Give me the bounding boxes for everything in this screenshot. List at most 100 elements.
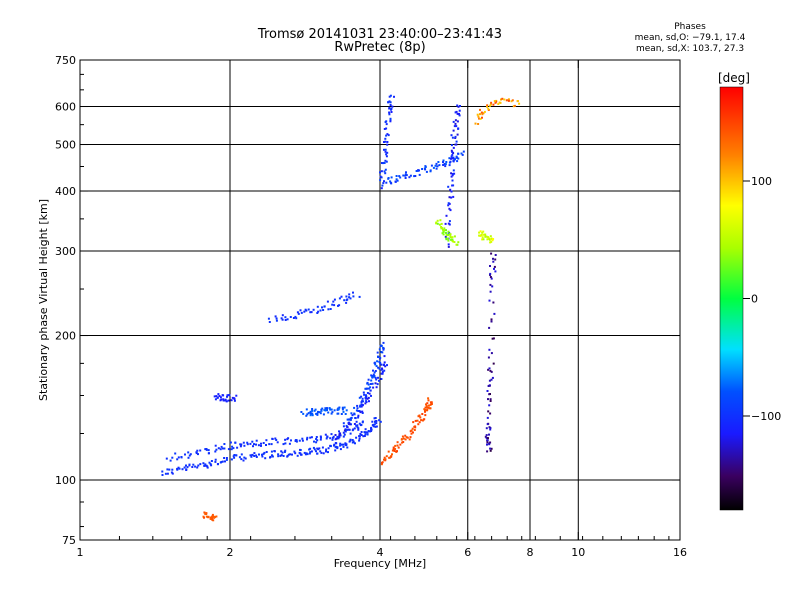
data-point: [391, 453, 393, 456]
data-point: [492, 301, 495, 304]
data-point: [355, 420, 358, 423]
data-point: [214, 516, 216, 518]
data-point: [302, 412, 305, 415]
data-point: [494, 101, 497, 104]
data-point: [390, 455, 393, 458]
data-point: [417, 423, 420, 426]
data-point: [404, 434, 407, 437]
data-point: [377, 355, 380, 358]
data-point: [373, 361, 376, 364]
data-point: [367, 383, 370, 386]
data-point: [206, 466, 209, 469]
data-point: [489, 238, 491, 241]
data-point: [385, 160, 388, 163]
data-point: [264, 457, 267, 460]
data-point: [214, 458, 217, 461]
data-point: [489, 290, 492, 293]
data-point: [363, 393, 366, 396]
y-axis-label: Stationary phase Virtual Height [km]: [37, 199, 50, 401]
data-point: [367, 396, 370, 399]
data-point: [450, 134, 453, 137]
data-point: [383, 141, 385, 143]
data-point: [296, 454, 299, 457]
data-point: [230, 448, 233, 451]
colorbar-tick-label: 0: [751, 293, 758, 306]
data-point: [425, 170, 428, 173]
data-point: [442, 161, 444, 164]
data-point: [479, 108, 481, 111]
data-point: [391, 105, 394, 108]
data-point: [334, 446, 337, 449]
data-point: [265, 451, 268, 453]
data-point: [480, 111, 483, 114]
data-point: [436, 222, 439, 225]
data-point: [489, 428, 492, 431]
data-point: [450, 155, 453, 158]
data-point: [294, 452, 297, 455]
data-point: [337, 408, 340, 411]
data-point: [382, 182, 385, 185]
data-point: [279, 454, 282, 457]
data-point: [271, 454, 273, 457]
data-point: [402, 174, 405, 177]
data-point: [451, 173, 454, 175]
data-point: [449, 160, 452, 163]
data-point: [197, 453, 199, 456]
x-tick-label: 2: [227, 546, 234, 559]
data-point: [429, 407, 432, 410]
data-point: [290, 439, 292, 442]
data-point: [317, 448, 320, 451]
data-point: [339, 442, 342, 445]
data-point: [390, 176, 393, 179]
data-point: [275, 439, 278, 441]
data-point: [340, 295, 343, 298]
data-point: [370, 379, 373, 382]
data-point: [450, 196, 453, 199]
phase-stats-o: mean, sd,O: −79.1, 17.4: [634, 33, 746, 43]
data-point: [333, 443, 336, 446]
data-point: [384, 148, 387, 151]
data-point: [482, 112, 485, 115]
data-point: [489, 447, 492, 450]
data-point: [388, 113, 391, 116]
data-point: [316, 452, 319, 455]
data-point: [358, 422, 361, 425]
data-point: [315, 438, 318, 440]
data-point: [448, 196, 451, 199]
data-point: [447, 239, 450, 242]
data-point: [376, 383, 379, 386]
data-point: [358, 439, 361, 442]
data-point: [361, 420, 364, 423]
data-point: [488, 433, 490, 436]
data-point: [481, 231, 484, 234]
data-point: [325, 450, 327, 453]
data-point: [389, 117, 392, 120]
y-tick-label: 600: [55, 101, 76, 114]
data-point: [426, 408, 429, 411]
data-point: [322, 309, 325, 311]
data-point: [456, 104, 459, 107]
data-point: [220, 461, 223, 463]
data-point: [342, 445, 345, 448]
data-point: [412, 421, 415, 424]
data-point: [317, 410, 319, 413]
data-point: [233, 454, 236, 456]
data-point: [203, 511, 206, 514]
data-point: [489, 241, 492, 244]
data-point: [485, 434, 488, 437]
data-point: [411, 427, 414, 430]
data-point: [401, 441, 404, 444]
data-point: [286, 318, 289, 321]
data-point: [493, 267, 495, 270]
data-point: [448, 157, 451, 160]
data-point: [239, 445, 242, 448]
data-point: [454, 111, 457, 114]
data-point: [487, 398, 489, 401]
data-point: [305, 408, 308, 411]
data-point: [383, 361, 386, 364]
data-point: [493, 100, 496, 103]
data-point: [187, 456, 190, 459]
data-point: [196, 466, 199, 469]
data-point: [308, 452, 311, 455]
data-point: [486, 443, 488, 446]
